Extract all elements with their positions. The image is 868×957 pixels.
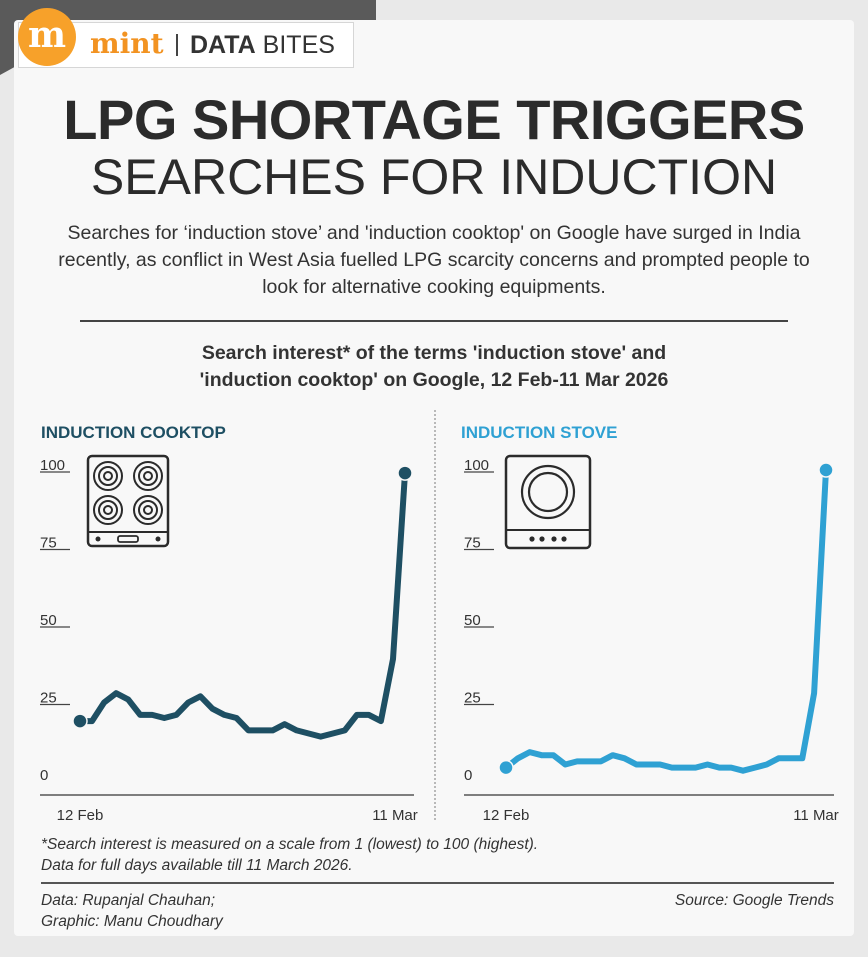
credits-graphic: Graphic: Manu Choudhary <box>41 913 223 930</box>
stove-series-line <box>503 467 829 774</box>
source-label: Source: Google Trends <box>674 892 834 909</box>
stove-end-point <box>818 462 834 478</box>
stove-y-tick-label: 75 <box>464 535 481 552</box>
headline-line2: SEARCHES FOR INDUCTION <box>90 149 778 205</box>
cooktop-x-tick-label: 12 Feb <box>57 807 104 824</box>
cooktop-x-tick-label: 11 Mar <box>372 807 418 824</box>
credits: Data: Rupanjal Chauhan; Graphic: Manu Ch… <box>41 890 223 932</box>
mint-logo-icon: m <box>18 8 76 66</box>
cooktop-series-line <box>77 470 408 740</box>
section-label-rest: BITES <box>255 31 335 59</box>
brand-separator <box>176 34 178 56</box>
credits-data: Data: Rupanjal Chauhan; <box>41 892 216 909</box>
chart-subtitle: Search interest* of the terms 'induction… <box>60 340 808 394</box>
cooktop-y-tick-label: 25 <box>40 690 57 707</box>
section-label: DATA BITES <box>190 31 335 59</box>
cooktop-y-tick-label: 0 <box>40 767 48 784</box>
cooktop-four-burner-icon <box>86 454 170 548</box>
stove-y-tick-label: 25 <box>464 690 481 707</box>
stove-chart: 0 25 50 75 100 12 Feb 11 Mar <box>464 454 839 824</box>
stove-start-point <box>498 759 514 776</box>
footnote-line1: *Search interest is measured on a scale … <box>41 836 539 853</box>
cooktop-y-tick-label: 100 <box>40 457 65 474</box>
footnote-line2: Data for full days available till 11 Mar… <box>41 857 353 874</box>
footnote: *Search interest is measured on a scale … <box>41 834 538 876</box>
headline-line1: LPG SHORTAGE TRIGGERS <box>63 88 805 151</box>
chart-subtitle-line2: 'induction cooktop' on Google, 12 Feb-11… <box>199 369 669 391</box>
brand-name: mint <box>90 27 164 60</box>
stove-y-tick-label: 0 <box>464 767 472 784</box>
stove-panel-title: INDUCTION STOVE <box>461 423 618 442</box>
stove-x-tick-label: 11 Mar <box>793 807 839 824</box>
divider <box>80 320 788 322</box>
stove-y-tick-label: 100 <box>464 457 489 474</box>
section-label-bold: DATA <box>190 31 256 59</box>
stove-x-tick-label: 12 Feb <box>483 807 530 824</box>
top-band <box>0 0 376 20</box>
cooktop-chart: 0 25 50 75 100 12 Feb 11 Mar <box>40 454 418 824</box>
panel-divider <box>434 410 436 820</box>
stove-y-tick-label: 50 <box>464 612 481 629</box>
intro-text: Searches for ‘induction stove’ and 'indu… <box>58 222 810 298</box>
cooktop-start-point <box>72 713 88 729</box>
cooktop-end-point <box>397 465 413 481</box>
single-burner-stove-icon <box>504 454 592 550</box>
cooktop-y-tick-label: 75 <box>40 535 57 552</box>
footer-divider <box>41 882 834 884</box>
cooktop-y-tick-label: 50 <box>40 612 57 629</box>
chart-subtitle-line1: Search interest* of the terms 'induction… <box>201 342 667 364</box>
cooktop-panel-title: INDUCTION COOKTOP <box>41 423 226 442</box>
